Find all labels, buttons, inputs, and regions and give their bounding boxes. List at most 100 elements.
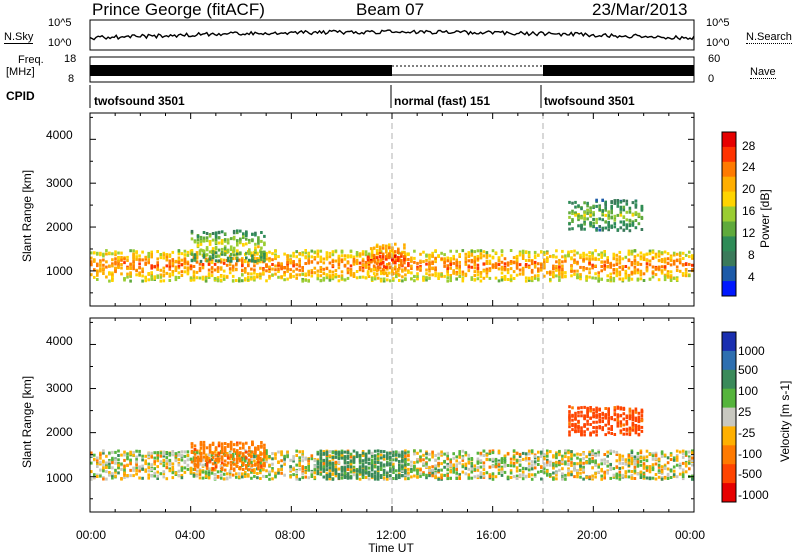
velocity-cell [672, 473, 676, 477]
velocity-cell [328, 477, 332, 481]
power-cell [609, 272, 612, 276]
velocity-cell [307, 476, 310, 480]
power-cell [346, 255, 350, 259]
velocity-cell [232, 449, 236, 453]
velocity-cell [416, 475, 419, 479]
power-cell [202, 236, 206, 240]
power-cell [289, 261, 292, 265]
velocity-cell [123, 476, 126, 479]
power-cell [198, 262, 202, 266]
power-cell [485, 267, 489, 271]
velocity-cell [205, 446, 209, 450]
power-cell [241, 257, 244, 261]
power-cell [482, 269, 486, 273]
velocity-cell [265, 457, 268, 461]
velocity-cell [153, 471, 156, 475]
power-cell [222, 261, 226, 265]
power-cell [392, 261, 395, 265]
velocity-cell [564, 449, 567, 453]
power-cell [610, 206, 613, 210]
velocity-cell [199, 446, 203, 450]
velocity-cell [555, 471, 558, 475]
power-cell [190, 229, 194, 233]
power-cell [229, 248, 233, 252]
power-cell [90, 251, 93, 255]
velocity-cell [174, 453, 178, 457]
power-cell [622, 216, 626, 219]
velocity-cell [634, 410, 638, 414]
velocity-cell [570, 457, 573, 461]
velocity-cell [159, 472, 163, 476]
velocity-cell [595, 414, 598, 418]
velocity-cell [479, 451, 483, 455]
velocity-cell [376, 477, 380, 481]
power-cell [298, 257, 301, 261]
power-cell [207, 274, 211, 278]
power-cell [210, 260, 214, 264]
power-cell [606, 265, 609, 269]
power-cell [114, 250, 117, 254]
power-cell [156, 275, 159, 279]
power-cell [205, 246, 209, 250]
velocity-cell [232, 457, 236, 461]
power-cell [660, 251, 664, 255]
velocity-cell [630, 474, 634, 477]
velocity-cell [582, 477, 585, 481]
velocity-cell [579, 464, 582, 468]
velocity-cell [271, 462, 274, 466]
power-cell [476, 273, 480, 277]
velocity-cell [313, 475, 317, 479]
power-cell [479, 252, 483, 256]
velocity-cell [616, 415, 620, 419]
velocity-cell [543, 465, 546, 469]
power-cell [135, 257, 138, 261]
power-cell [216, 278, 220, 282]
power-cell [449, 279, 452, 283]
power-cell [431, 260, 434, 264]
nsky-panel-frame [89, 19, 695, 51]
power-cell [286, 269, 289, 273]
power-cell [400, 261, 403, 265]
velocity-cell [461, 463, 465, 467]
velocity-cell [319, 460, 323, 464]
power-cell [458, 253, 461, 256]
velocity-cell [316, 472, 320, 476]
velocity-cell [634, 428, 638, 432]
velocity-cell [325, 458, 329, 462]
power-cell [678, 254, 682, 258]
velocity-cell [239, 466, 242, 469]
velocity-cell [622, 407, 626, 411]
power-cell [381, 244, 385, 248]
velocity-cell [567, 463, 570, 466]
velocity-cell [624, 462, 628, 466]
power-cell [585, 257, 588, 261]
velocity-cell [236, 457, 239, 461]
velocity-cell [382, 476, 386, 480]
velocity-cell [392, 462, 395, 466]
velocity-cell [349, 476, 353, 480]
velocity-cell [198, 472, 202, 476]
power-cell [440, 251, 443, 255]
power-cell [268, 274, 271, 278]
power-cell [586, 201, 589, 205]
power-cell [208, 240, 212, 244]
power-cell [488, 259, 492, 263]
power-cell [467, 269, 471, 273]
power-cell [612, 252, 616, 256]
power-cell [256, 252, 259, 256]
velocity-cell [491, 465, 495, 469]
velocity-cell [331, 477, 335, 481]
velocity-cell [265, 469, 268, 473]
velocity-cell [210, 457, 214, 461]
power-cell [316, 273, 320, 277]
power-cell [473, 250, 477, 254]
velocity-cell [343, 462, 347, 466]
power-cell [90, 263, 93, 266]
velocity-cell [96, 463, 99, 467]
velocity-cell [219, 473, 223, 477]
velocity-cell [464, 464, 468, 468]
power-cell [156, 257, 159, 261]
velocity-cell [202, 440, 206, 444]
power-cell [150, 264, 153, 268]
power-cell [616, 199, 620, 202]
